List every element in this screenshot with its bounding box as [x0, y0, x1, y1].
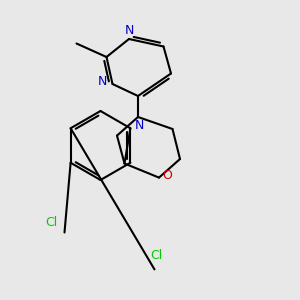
Text: N: N [135, 119, 144, 132]
Text: N: N [124, 23, 134, 37]
Text: O: O [163, 169, 172, 182]
Text: Cl: Cl [45, 216, 57, 229]
Text: Cl: Cl [150, 249, 162, 262]
Text: N: N [98, 75, 108, 88]
